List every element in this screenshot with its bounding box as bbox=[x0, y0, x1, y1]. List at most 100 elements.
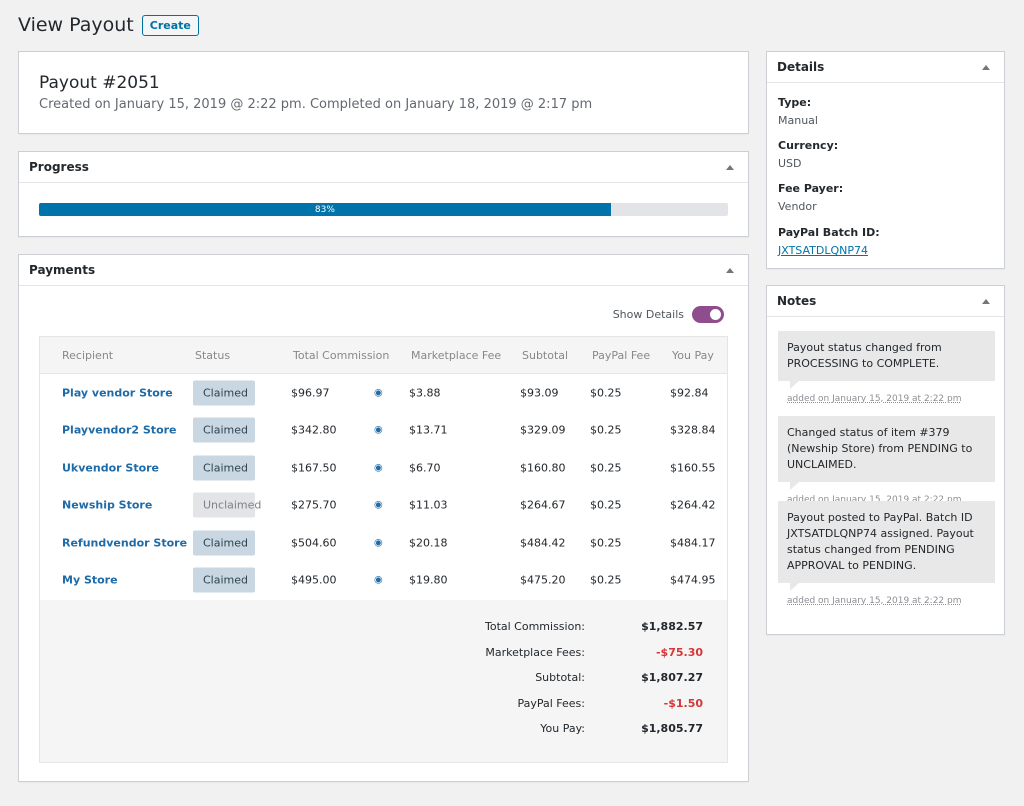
marketplace-fee-cell: $19.80 bbox=[409, 573, 448, 587]
column-header-paypal-fee: PayPal Fee bbox=[592, 349, 651, 362]
notes-box-header[interactable]: Notes bbox=[767, 286, 1004, 317]
detail-batch-id: PayPal Batch ID: JXTSATDLQNP74 bbox=[778, 226, 880, 257]
payments-box: Payments Show Details Recipient Status T… bbox=[18, 254, 749, 782]
paypal-fee-cell: $0.25 bbox=[590, 498, 622, 512]
recipient-link[interactable]: Newship Store bbox=[62, 498, 153, 512]
status-badge: Unclaimed bbox=[193, 492, 261, 518]
totals-label: Total Commission: bbox=[484, 620, 585, 633]
table-header: Recipient Status Total Commission Market… bbox=[40, 337, 727, 374]
status-badge: Claimed bbox=[193, 530, 255, 556]
progress-bar-fill: 83% bbox=[39, 203, 611, 216]
total-commission-cell: $167.50 bbox=[291, 461, 337, 475]
recipient-link[interactable]: Play vendor Store bbox=[62, 386, 173, 400]
recipient-link[interactable]: Refundvendor Store bbox=[62, 536, 188, 550]
notes-heading: Notes bbox=[777, 294, 817, 308]
detail-fee-payer: Fee Payer: Vendor bbox=[778, 182, 843, 213]
subtotal-cell: $329.09 bbox=[520, 423, 566, 437]
progress-heading: Progress bbox=[29, 160, 89, 174]
collapse-arrow-icon[interactable] bbox=[982, 64, 990, 70]
detail-label: Fee Payer: bbox=[778, 182, 844, 195]
payments-table: Recipient Status Total Commission Market… bbox=[39, 336, 728, 763]
collapse-arrow-icon[interactable] bbox=[726, 164, 734, 170]
progress-box-header[interactable]: Progress bbox=[19, 152, 748, 183]
note-timestamp: added on January 15, 2019 at 2:22 pm bbox=[787, 494, 962, 505]
marketplace-fee-cell: $11.03 bbox=[409, 498, 448, 512]
column-header-total-commission: Total Commission bbox=[293, 349, 390, 362]
details-box: Details Type: Manual Currency: USD Fee P… bbox=[766, 51, 1005, 269]
note-item: Payout status changed from PROCESSING to… bbox=[778, 331, 995, 404]
show-details-control: Show Details bbox=[613, 306, 724, 323]
you-pay-cell: $328.84 bbox=[670, 423, 716, 437]
collapse-arrow-icon[interactable] bbox=[982, 298, 990, 304]
payments-box-header[interactable]: Payments bbox=[19, 255, 748, 286]
eye-icon[interactable]: ◉ bbox=[374, 574, 383, 586]
eye-icon[interactable]: ◉ bbox=[374, 499, 383, 511]
progress-label: 83% bbox=[314, 204, 335, 215]
totals-row: Marketplace Fees: -$75.30 bbox=[40, 644, 727, 664]
create-button[interactable]: Create bbox=[141, 14, 199, 36]
detail-value: Vendor bbox=[778, 200, 817, 213]
page-header: View Payout Create bbox=[18, 14, 199, 36]
subtotal-cell: $160.80 bbox=[520, 461, 566, 475]
detail-currency: Currency: USD bbox=[778, 139, 838, 170]
totals-row: Subtotal: $1,807.27 bbox=[40, 669, 727, 689]
table-row: Playvendor2 Store Claimed $342.80 ◉ $13.71 $3… bbox=[40, 412, 727, 450]
detail-label: Type: bbox=[778, 96, 812, 109]
subtotal-cell: $93.09 bbox=[520, 386, 559, 400]
eye-icon[interactable]: ◉ bbox=[374, 387, 383, 399]
marketplace-fee-cell: $6.70 bbox=[409, 461, 441, 475]
you-pay-cell: $474.95 bbox=[670, 573, 716, 587]
payout-summary-box: Payout #2051 Created on January 15, 2019… bbox=[18, 51, 749, 134]
note-item: Payout posted to PayPal. Batch ID JXTSAT… bbox=[778, 501, 995, 606]
total-commission-cell: $96.97 bbox=[291, 386, 330, 400]
status-badge: Claimed bbox=[193, 380, 255, 406]
status-badge: Claimed bbox=[193, 455, 255, 481]
table-row: Newship Store Unclaimed $275.70 ◉ $11.03 $264… bbox=[40, 487, 727, 525]
batch-id-link[interactable]: JXTSATDLQNP74 bbox=[778, 244, 868, 257]
subtotal-cell: $475.20 bbox=[520, 573, 566, 587]
collapse-arrow-icon[interactable] bbox=[726, 267, 734, 273]
note-timestamp: added on January 15, 2019 at 2:22 pm bbox=[787, 595, 962, 606]
totals-value: -$1.50 bbox=[663, 696, 703, 710]
eye-icon[interactable]: ◉ bbox=[374, 424, 383, 436]
eye-icon[interactable]: ◉ bbox=[374, 537, 383, 549]
totals-label: PayPal Fees: bbox=[517, 696, 585, 710]
totals-value: -$75.30 bbox=[655, 645, 703, 659]
progress-box: Progress 83% bbox=[18, 151, 749, 237]
total-commission-cell: $495.00 bbox=[291, 573, 337, 587]
recipient-link[interactable]: Ukvendor Store bbox=[62, 461, 160, 475]
payment-totals: Total Commission: $1,882.57 Marketplace Fe… bbox=[40, 600, 727, 762]
table-row: Refundvendor Store Claimed $504.60 ◉ $20.18 $… bbox=[40, 524, 727, 562]
column-header-status: Status bbox=[195, 349, 231, 362]
paypal-fee-cell: $0.25 bbox=[590, 536, 622, 550]
status-badge: Claimed bbox=[193, 567, 255, 593]
totals-value: $1,805.77 bbox=[641, 722, 703, 735]
totals-value: $1,807.27 bbox=[641, 671, 703, 684]
table-row: Play vendor Store Claimed $96.97 ◉ $3.88 $93.… bbox=[40, 374, 727, 412]
total-commission-cell: $504.60 bbox=[291, 536, 337, 550]
marketplace-fee-cell: $13.71 bbox=[409, 423, 448, 437]
recipient-link[interactable]: My Store bbox=[62, 573, 118, 587]
recipient-link[interactable]: Playvendor2 Store bbox=[62, 423, 177, 437]
total-commission-cell: $275.70 bbox=[291, 498, 337, 512]
show-details-toggle[interactable] bbox=[692, 306, 724, 323]
details-box-header[interactable]: Details bbox=[767, 52, 1004, 83]
table-row: Ukvendor Store Claimed $167.50 ◉ $6.70 $160.8… bbox=[40, 449, 727, 487]
paypal-fee-cell: $0.25 bbox=[590, 573, 622, 587]
eye-icon[interactable]: ◉ bbox=[374, 462, 383, 474]
you-pay-cell: $484.17 bbox=[670, 536, 716, 550]
status-badge: Claimed bbox=[193, 417, 255, 443]
note-timestamp: added on January 15, 2019 at 2:22 pm bbox=[787, 393, 962, 404]
page-title: View Payout bbox=[18, 14, 134, 36]
marketplace-fee-cell: $20.18 bbox=[409, 536, 448, 550]
you-pay-cell: $92.84 bbox=[670, 386, 709, 400]
column-header-marketplace-fee: Marketplace Fee bbox=[411, 349, 502, 362]
totals-label: Subtotal: bbox=[535, 671, 585, 684]
subtotal-cell: $484.42 bbox=[520, 536, 566, 550]
note-item: Changed status of item #379 (Newship Sto… bbox=[778, 416, 995, 505]
paypal-fee-cell: $0.25 bbox=[590, 386, 622, 400]
payout-dates: Created on January 15, 2019 @ 2:22 pm. C… bbox=[39, 97, 593, 112]
totals-row: You Pay: $1,805.77 bbox=[40, 720, 727, 740]
table-body: Play vendor Store Claimed $96.97 ◉ $3.88 $93.… bbox=[40, 374, 727, 600]
progress-bar: 83% bbox=[39, 203, 728, 216]
